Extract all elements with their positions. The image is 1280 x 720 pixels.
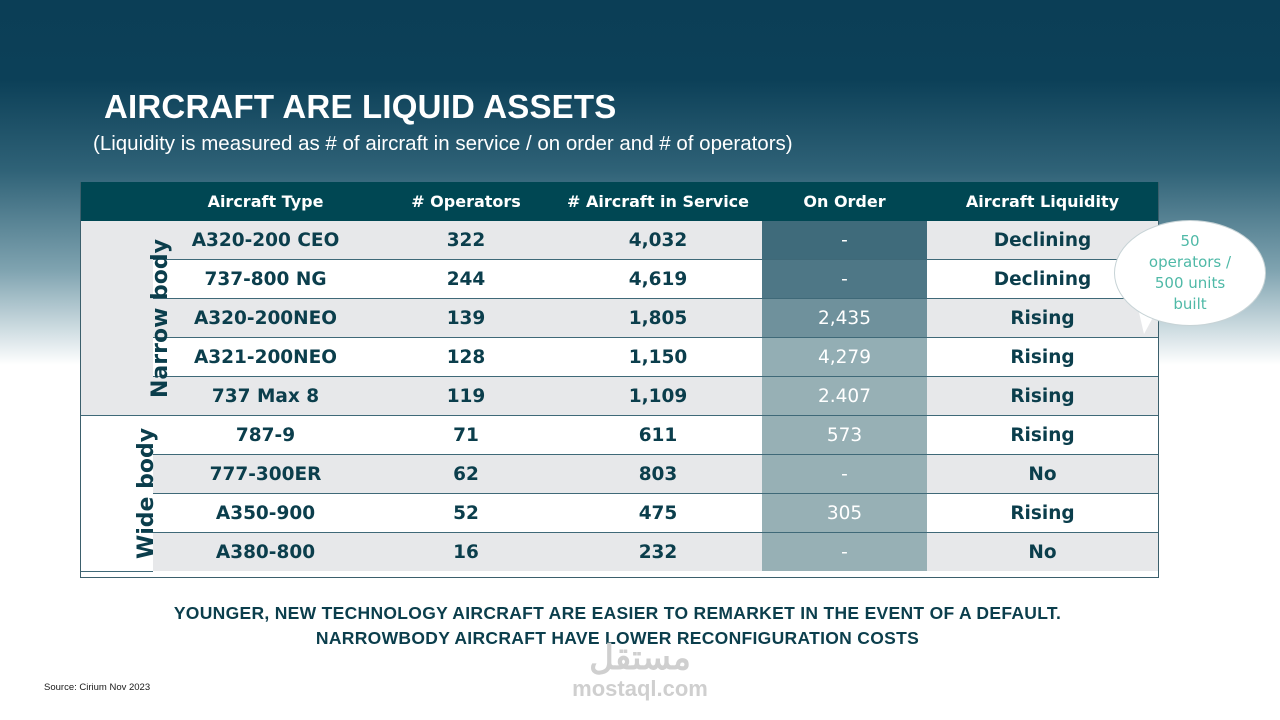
cell-aircraft-type: 777-300ER	[153, 454, 378, 494]
table-row: A380-800 16 232 - No	[81, 532, 1158, 571]
cell-liquidity: Rising	[927, 415, 1158, 455]
table-row: Narrow body A320-200 CEO 322 4,032 - Dec…	[81, 221, 1158, 416]
slide-title: AIRCRAFT ARE LIQUID ASSETS	[104, 88, 617, 125]
cell-operators: 71	[378, 415, 554, 455]
takeaway-line-1: YOUNGER, NEW TECHNOLOGY AIRCRAFT ARE EAS…	[173, 603, 1062, 623]
cell-liquidity: Rising	[927, 493, 1158, 533]
watermark-logo: مستقل mostaql.com	[560, 640, 720, 702]
cell-in-service: 611	[554, 415, 762, 455]
cell-in-service: 4,032	[554, 221, 762, 260]
cell-liquidity: No	[927, 454, 1158, 494]
cell-on-order: 573	[762, 415, 927, 455]
cell-on-order: -	[762, 532, 927, 571]
cell-liquidity: Rising	[927, 337, 1158, 377]
table-row: Wide body 787-9 71 611 573 Rising	[81, 415, 1158, 572]
takeaway-line-2: NARROWBODY AIRCRAFT HAVE LOWER RECONFIGU…	[315, 628, 920, 648]
group-label: Narrow body	[148, 238, 174, 398]
callout-line: 500 units	[1154, 274, 1226, 292]
cell-operators: 52	[378, 493, 554, 533]
callout-line: operators /	[1148, 253, 1232, 271]
cell-aircraft-type: A350-900	[153, 493, 378, 533]
cell-aircraft-type: A320-200NEO	[153, 298, 378, 338]
group-label: Wide body	[134, 427, 160, 559]
watermark-arabic: مستقل	[589, 639, 691, 677]
column-header-on-order: On Order	[762, 182, 927, 221]
cell-operators: 244	[378, 259, 554, 299]
aircraft-liquidity-table: Aircraft Type # Operators # Aircraft in …	[80, 182, 1159, 578]
column-header-group	[81, 182, 153, 221]
cell-operators: 139	[378, 298, 554, 338]
column-header-in-service: # Aircraft in Service	[554, 182, 762, 221]
cell-aircraft-type: 737-800 NG	[153, 259, 378, 299]
group-narrow-body: Narrow body	[81, 221, 173, 416]
cell-on-order: 2,435	[762, 298, 927, 338]
callout-line: built	[1173, 295, 1207, 313]
source-note: Source: Cirium Nov 2023	[44, 682, 151, 693]
cell-aircraft-type: 787-9	[153, 415, 378, 455]
table-header-row: Aircraft Type # Operators # Aircraft in …	[81, 182, 1158, 221]
table-row: A350-900 52 475 305 Rising	[81, 493, 1158, 533]
cell-operators: 62	[378, 454, 554, 494]
cell-aircraft-type: A380-800	[153, 532, 378, 571]
cell-on-order: -	[762, 454, 927, 494]
table-row: A321-200NEO 128 1,150 4,279 Rising	[81, 337, 1158, 377]
column-header-operators: # Operators	[378, 182, 554, 221]
callout-bubble: 50 operators / 500 units built	[1114, 220, 1266, 326]
cell-operators: 322	[378, 221, 554, 260]
cell-in-service: 1,109	[554, 376, 762, 416]
table-row: A320-200NEO 139 1,805 2,435 Rising	[81, 298, 1158, 338]
cell-on-order: 2.407	[762, 376, 927, 416]
cell-liquidity: Rising	[927, 298, 1158, 338]
cell-in-service: 4,619	[554, 259, 762, 299]
callout-line: 50	[1180, 232, 1200, 250]
cell-operators: 16	[378, 532, 554, 571]
cell-in-service: 803	[554, 454, 762, 494]
cell-on-order: -	[762, 221, 927, 260]
cell-liquidity: Rising	[927, 376, 1158, 416]
group-wide-body: Wide body	[81, 415, 159, 572]
cell-aircraft-type: A320-200 CEO	[153, 221, 378, 260]
cell-operators: 128	[378, 337, 554, 377]
cell-on-order: 4,279	[762, 337, 927, 377]
cell-in-service: 232	[554, 532, 762, 571]
watermark-latin: mostaql.com	[572, 676, 708, 701]
table-row: 777-300ER 62 803 - No	[81, 454, 1158, 494]
cell-aircraft-type: A321-200NEO	[153, 337, 378, 377]
slide-subtitle: (Liquidity is measured as # of aircraft …	[93, 132, 793, 155]
cell-aircraft-type: 737 Max 8	[153, 376, 378, 416]
cell-on-order: -	[762, 259, 927, 299]
cell-operators: 119	[378, 376, 554, 416]
cell-in-service: 1,805	[554, 298, 762, 338]
table-row: 737 Max 8 119 1,109 2.407 Rising	[81, 376, 1158, 416]
cell-on-order: 305	[762, 493, 927, 533]
column-header-liquidity: Aircraft Liquidity	[927, 182, 1158, 221]
cell-in-service: 1,150	[554, 337, 762, 377]
column-header-aircraft-type: Aircraft Type	[153, 182, 378, 221]
table-row: 737-800 NG 244 4,619 - Declining	[81, 259, 1158, 299]
cell-liquidity: No	[927, 532, 1158, 571]
cell-in-service: 475	[554, 493, 762, 533]
